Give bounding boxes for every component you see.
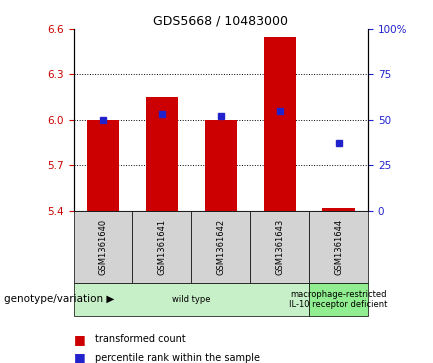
Text: ■: ■ [74, 333, 85, 346]
Text: transformed count: transformed count [95, 334, 186, 344]
Bar [87, 120, 119, 211]
Bar [205, 120, 237, 211]
Text: macrophage-restricted
IL-10 receptor deficient: macrophage-restricted IL-10 receptor def… [289, 290, 388, 309]
Text: ■: ■ [74, 351, 85, 363]
Text: percentile rank within the sample: percentile rank within the sample [95, 352, 260, 363]
Bar [146, 97, 178, 211]
Title: GDS5668 / 10483000: GDS5668 / 10483000 [153, 15, 288, 28]
Text: GSM1361642: GSM1361642 [216, 219, 225, 275]
Text: GSM1361640: GSM1361640 [99, 219, 107, 275]
Bar [264, 37, 296, 211]
Text: GSM1361641: GSM1361641 [158, 219, 166, 275]
Text: genotype/variation ▶: genotype/variation ▶ [4, 294, 115, 305]
Text: GSM1361644: GSM1361644 [334, 219, 343, 275]
Text: wild type: wild type [172, 295, 210, 304]
Bar [323, 208, 355, 211]
Text: GSM1361643: GSM1361643 [275, 219, 284, 275]
